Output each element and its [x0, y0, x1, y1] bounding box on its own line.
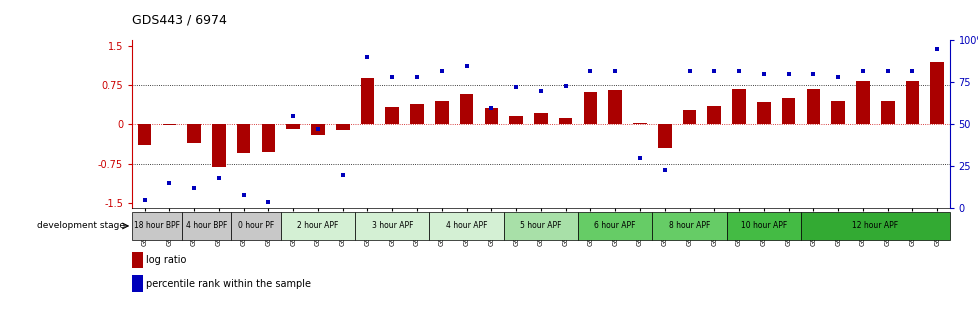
Text: development stage: development stage	[37, 221, 125, 230]
Bar	[830, 101, 844, 124]
Point	[260, 199, 276, 204]
Text: 6 hour APF: 6 hour APF	[594, 221, 636, 230]
Point	[137, 197, 153, 203]
Bar	[460, 94, 473, 124]
Bar	[385, 107, 399, 124]
Point	[928, 46, 944, 51]
Point	[186, 185, 201, 191]
Bar	[311, 124, 325, 135]
Point	[532, 88, 548, 93]
Point	[805, 71, 821, 77]
Bar	[132, 275, 143, 292]
Text: 0 hour PF: 0 hour PF	[238, 221, 274, 230]
Bar	[132, 252, 143, 268]
Bar	[682, 110, 695, 124]
Point	[433, 68, 449, 73]
Bar	[558, 118, 572, 124]
Text: 4 hour APF: 4 hour APF	[445, 221, 487, 230]
Bar	[237, 124, 250, 153]
Bar	[335, 124, 349, 130]
Bar	[355, 212, 429, 240]
Bar	[138, 124, 152, 145]
Point	[161, 180, 177, 186]
Text: 4 hour BPF: 4 hour BPF	[186, 221, 227, 230]
Point	[459, 63, 474, 68]
Bar	[281, 212, 355, 240]
Bar	[905, 81, 918, 124]
Point	[483, 105, 499, 110]
Bar	[429, 212, 504, 240]
Bar	[651, 212, 726, 240]
Point	[359, 54, 375, 60]
Bar	[806, 89, 820, 124]
Bar	[212, 124, 226, 167]
Bar	[781, 98, 794, 124]
Point	[829, 75, 845, 80]
Point	[681, 68, 696, 73]
Point	[755, 71, 771, 77]
Bar	[633, 123, 646, 124]
Text: 10 hour APF: 10 hour APF	[740, 221, 786, 230]
Point	[780, 71, 796, 77]
Point	[211, 175, 227, 181]
Bar	[182, 212, 231, 240]
Bar	[231, 212, 281, 240]
Point	[384, 75, 400, 80]
Point	[508, 85, 523, 90]
Text: 18 hour BPF: 18 hour BPF	[134, 221, 180, 230]
Point	[606, 68, 622, 73]
Bar	[187, 124, 200, 143]
Bar	[607, 90, 621, 124]
Bar	[162, 124, 176, 125]
Bar	[756, 102, 770, 124]
Point	[731, 68, 746, 73]
Bar	[800, 212, 949, 240]
Point	[285, 113, 300, 119]
Bar	[509, 117, 522, 124]
Point	[310, 127, 326, 132]
Point	[557, 83, 573, 88]
Point	[632, 155, 647, 161]
Text: 2 hour APF: 2 hour APF	[297, 221, 338, 230]
Bar	[726, 212, 800, 240]
Bar	[929, 62, 943, 124]
Point	[904, 68, 919, 73]
Bar	[132, 212, 182, 240]
Bar	[504, 212, 577, 240]
Point	[582, 68, 598, 73]
Point	[706, 68, 722, 73]
Bar	[732, 89, 745, 124]
Point	[409, 75, 424, 80]
Text: 8 hour APF: 8 hour APF	[668, 221, 709, 230]
Bar	[360, 78, 374, 124]
Bar	[855, 81, 868, 124]
Bar	[583, 92, 597, 124]
Bar	[261, 124, 275, 152]
Bar	[484, 108, 498, 124]
Bar	[657, 124, 671, 148]
Bar	[707, 106, 721, 124]
Text: log ratio: log ratio	[146, 255, 186, 265]
Text: 5 hour APF: 5 hour APF	[519, 221, 561, 230]
Text: 12 hour APF: 12 hour APF	[852, 221, 898, 230]
Text: 3 hour APF: 3 hour APF	[371, 221, 413, 230]
Bar	[287, 124, 299, 128]
Bar	[410, 104, 423, 124]
Bar	[434, 101, 448, 124]
Point	[854, 68, 869, 73]
Bar	[577, 212, 651, 240]
Bar	[534, 113, 547, 124]
Point	[656, 167, 672, 172]
Point	[879, 68, 895, 73]
Text: percentile rank within the sample: percentile rank within the sample	[146, 279, 311, 289]
Bar	[880, 101, 894, 124]
Point	[334, 172, 350, 177]
Point	[236, 192, 251, 198]
Text: GDS443 / 6974: GDS443 / 6974	[132, 14, 227, 27]
